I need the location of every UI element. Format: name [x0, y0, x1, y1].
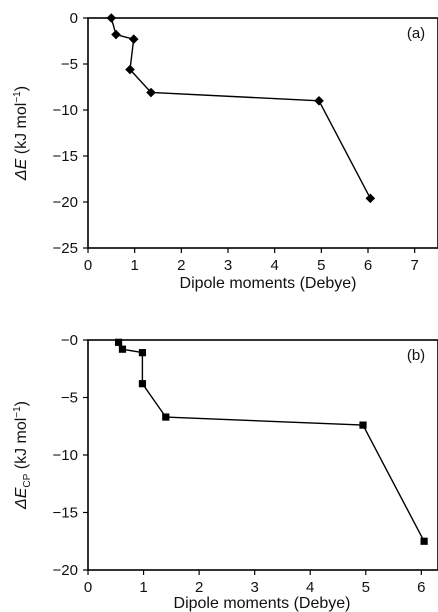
x-tick-label-b-4: 4: [306, 579, 314, 596]
y-tick-label-b-2: −10: [53, 447, 78, 464]
panel-label-a: (a): [407, 25, 425, 42]
x-tick-label-b-2: 2: [195, 579, 203, 596]
y-axis-title-b: ΔECP (kJ mol−1): [12, 401, 33, 510]
data-point-b-4: [162, 413, 170, 421]
chart-panel-b: (b) Dipole moments (Debye) ΔECP (kJ mol−…: [12, 332, 438, 612]
y-axis-title-close-a: ): [13, 86, 30, 91]
data-series-a: [106, 13, 376, 204]
data-point-a-0: [106, 13, 117, 23]
y-tick-label-a-3: −15: [53, 148, 78, 165]
y-axis-title-main-a: ΔE: [13, 158, 30, 181]
y-tick-label-a-0: 0: [70, 10, 78, 27]
x-tick-label-a-6: 6: [364, 257, 372, 274]
data-point-a-1: [111, 29, 121, 40]
y-axis-title-sup-a: −1: [12, 91, 23, 103]
y-tick-label-a-4: −20: [53, 194, 78, 211]
data-point-a-3: [125, 64, 135, 75]
data-point-a-4: [146, 87, 156, 98]
y-tick-label-b-1: −5: [61, 390, 78, 407]
x-tick-label-a-3: 3: [224, 257, 232, 274]
x-tick-label-a-5: 5: [317, 257, 325, 274]
y-tick-label-a-5: −25: [53, 240, 78, 257]
x-tick-label-b-1: 1: [139, 579, 147, 596]
x-tick-label-b-3: 3: [250, 579, 258, 596]
y-tick-label-b-4: −20: [53, 562, 78, 579]
y-axis-title-sup-b: −1: [12, 406, 23, 418]
y-axis-title-main-b: ΔE: [13, 487, 30, 510]
series-line-a-0: [110, 17, 371, 199]
x-axis-title-a: Dipole moments (Debye): [180, 275, 357, 292]
y-axis-title-unit-b: (kJ mol: [13, 418, 30, 474]
y-axis-title-sub-b: CP: [22, 473, 33, 487]
y-tick-label-a-2: −10: [53, 102, 78, 119]
plot-frame-b: [87, 339, 438, 571]
y-axis-title-a: ΔE (kJ mol−1): [12, 86, 30, 181]
x-tick-label-a-2: 2: [177, 257, 185, 274]
data-point-b-2: [138, 349, 147, 357]
x-tick-label-b-6: 6: [417, 579, 425, 596]
data-point-b-0: [114, 338, 123, 346]
y-tick-label-b-3: −15: [53, 505, 78, 522]
data-point-b-3: [138, 380, 147, 388]
data-point-a-5: [314, 96, 324, 106]
data-point-b-5: [359, 421, 367, 429]
data-point-a-2: [128, 34, 139, 44]
x-tick-label-b-5: 5: [362, 579, 370, 596]
x-tick-label-a-7: 7: [410, 257, 418, 274]
y-tick-label-b-0: −0: [61, 332, 78, 349]
data-point-a-6: [365, 193, 376, 204]
chart-panel-a: (a) Dipole moments (Debye) ΔE (kJ mol−1)…: [12, 10, 438, 292]
data-series-b: [114, 338, 428, 545]
x-tick-label-a-0: 0: [84, 257, 92, 274]
data-point-b-1: [118, 345, 127, 353]
x-tick-label-b-0: 0: [84, 579, 92, 596]
panel-label-b: (b): [407, 347, 425, 364]
data-point-b-6: [420, 537, 428, 545]
x-axis-title-b: Dipole moments (Debye): [174, 595, 351, 612]
x-tick-label-a-1: 1: [130, 257, 138, 274]
plot-frame-a: [87, 17, 438, 249]
series-line-b-0: [117, 341, 425, 542]
y-tick-label-a-1: −5: [61, 56, 78, 73]
y-axis-title-close-b: ): [13, 401, 30, 406]
x-tick-label-a-4: 4: [270, 257, 278, 274]
y-axis-title-unit-a: (kJ mol: [13, 103, 30, 159]
